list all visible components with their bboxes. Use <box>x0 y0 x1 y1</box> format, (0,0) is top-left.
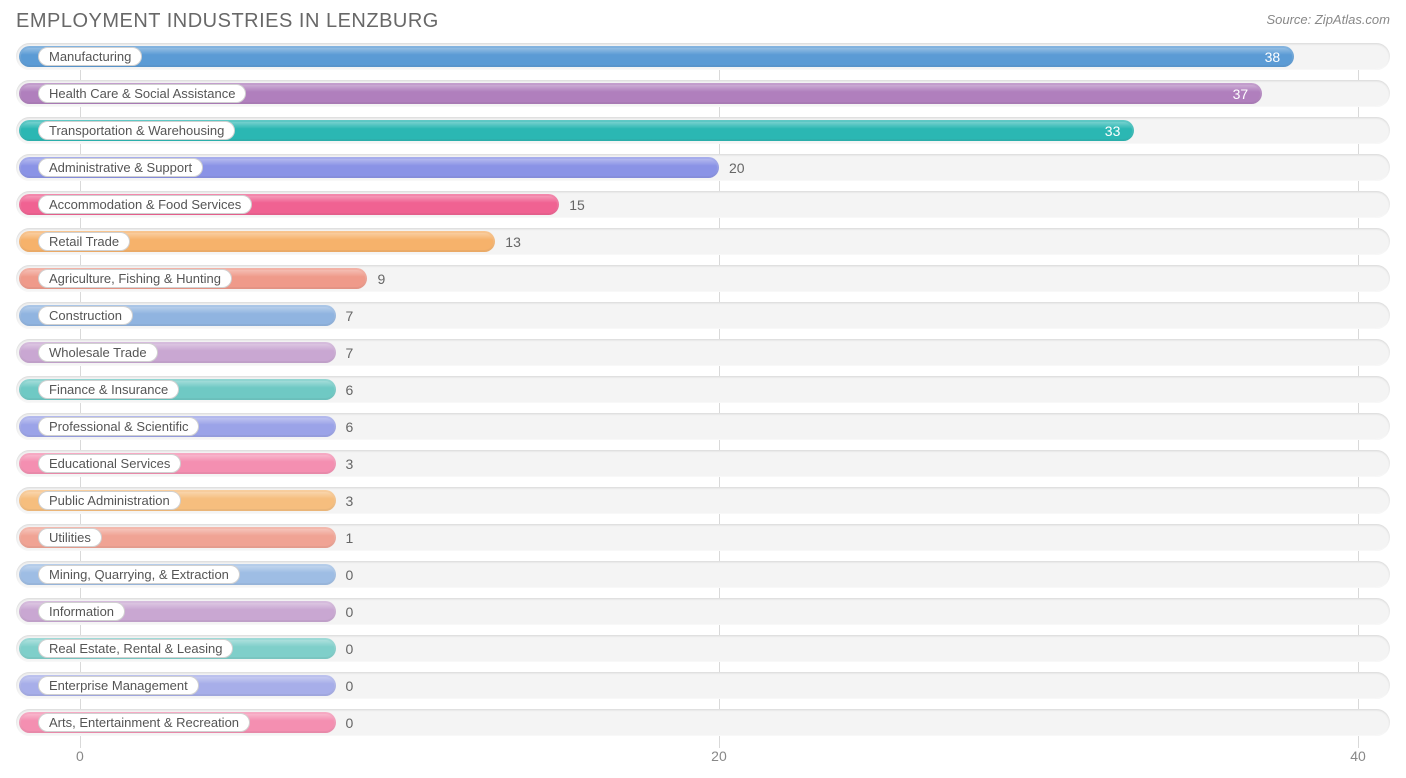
bar-label: Information <box>38 602 125 621</box>
bar-row: Accommodation & Food Services 15 <box>16 191 1390 218</box>
x-axis: 0 20 40 <box>16 746 1390 768</box>
bar-label: Enterprise Management <box>38 676 199 695</box>
bar-row: Construction 7 <box>16 302 1390 329</box>
bar-row: Transportation & Warehousing 33 <box>16 117 1390 144</box>
bar-row: Educational Services 3 <box>16 450 1390 477</box>
bar-row: Finance & Insurance 6 <box>16 376 1390 403</box>
bar-row: Retail Trade 13 <box>16 228 1390 255</box>
x-tick-label: 40 <box>1350 748 1366 764</box>
bar-label: Real Estate, Rental & Leasing <box>38 639 233 658</box>
bar <box>19 46 1294 67</box>
bar-label: Public Administration <box>38 491 181 510</box>
bar-label: Arts, Entertainment & Recreation <box>38 713 250 732</box>
bar-value: 3 <box>346 487 354 514</box>
bar-value: 20 <box>729 154 745 181</box>
bar-row: Public Administration 3 <box>16 487 1390 514</box>
bar-label: Finance & Insurance <box>38 380 179 399</box>
bar-value: 1 <box>346 524 354 551</box>
bar-label: Educational Services <box>38 454 181 473</box>
source-label: Source: <box>1266 12 1314 27</box>
chart-header: EMPLOYMENT INDUSTRIES IN LENZBURG Source… <box>16 10 1390 33</box>
bar-label: Manufacturing <box>38 47 142 66</box>
bar-value: 3 <box>346 450 354 477</box>
bar-label: Health Care & Social Assistance <box>38 84 246 103</box>
bar-value: 9 <box>377 265 385 292</box>
bar-row: Utilities 1 <box>16 524 1390 551</box>
bar-row: Wholesale Trade 7 <box>16 339 1390 366</box>
bar-label: Mining, Quarrying, & Extraction <box>38 565 240 584</box>
bar-label: Agriculture, Fishing & Hunting <box>38 269 232 288</box>
bar-row: Health Care & Social Assistance 37 <box>16 80 1390 107</box>
bar-value: 6 <box>346 376 354 403</box>
x-tick-label: 0 <box>76 748 84 764</box>
x-tick-label: 20 <box>711 748 727 764</box>
bar-value: 0 <box>346 598 354 625</box>
chart-title: EMPLOYMENT INDUSTRIES IN LENZBURG <box>16 10 439 33</box>
bar-value: 15 <box>569 191 585 218</box>
bar-label: Transportation & Warehousing <box>38 121 235 140</box>
bar-label: Construction <box>38 306 133 325</box>
bar-row: Professional & Scientific 6 <box>16 413 1390 440</box>
bar-container: Manufacturing 38 Health Care & Social Assi… <box>16 43 1390 736</box>
bar-value: 6 <box>346 413 354 440</box>
bar-row: Mining, Quarrying, & Extraction 0 <box>16 561 1390 588</box>
bar-label: Accommodation & Food Services <box>38 195 252 214</box>
bar-value: 0 <box>346 561 354 588</box>
bar-value: 0 <box>346 635 354 662</box>
bar-value: 0 <box>346 709 354 736</box>
bar-value: 0 <box>346 672 354 699</box>
bar-value: 37 <box>1233 80 1249 107</box>
bar-row: Agriculture, Fishing & Hunting 9 <box>16 265 1390 292</box>
bar-row: Arts, Entertainment & Recreation 0 <box>16 709 1390 736</box>
bar-label: Utilities <box>38 528 102 547</box>
bar-value: 13 <box>505 228 521 255</box>
chart-area: Manufacturing 38 Health Care & Social Assi… <box>16 43 1390 768</box>
source-name: ZipAtlas.com <box>1315 12 1390 27</box>
bar-label: Retail Trade <box>38 232 130 251</box>
bar-fill <box>21 48 1292 65</box>
bar-value: 7 <box>346 302 354 329</box>
bar-row: Administrative & Support 20 <box>16 154 1390 181</box>
bar-label: Administrative & Support <box>38 158 203 177</box>
bar-row: Information 0 <box>16 598 1390 625</box>
bar-value: 7 <box>346 339 354 366</box>
bar-label: Wholesale Trade <box>38 343 158 362</box>
bar-label: Professional & Scientific <box>38 417 199 436</box>
bar-row: Real Estate, Rental & Leasing 0 <box>16 635 1390 662</box>
chart-source: Source: ZipAtlas.com <box>1266 12 1390 27</box>
bar-value: 38 <box>1265 43 1281 70</box>
bar-row: Enterprise Management 0 <box>16 672 1390 699</box>
bar-value: 33 <box>1105 117 1121 144</box>
bar-row: Manufacturing 38 <box>16 43 1390 70</box>
